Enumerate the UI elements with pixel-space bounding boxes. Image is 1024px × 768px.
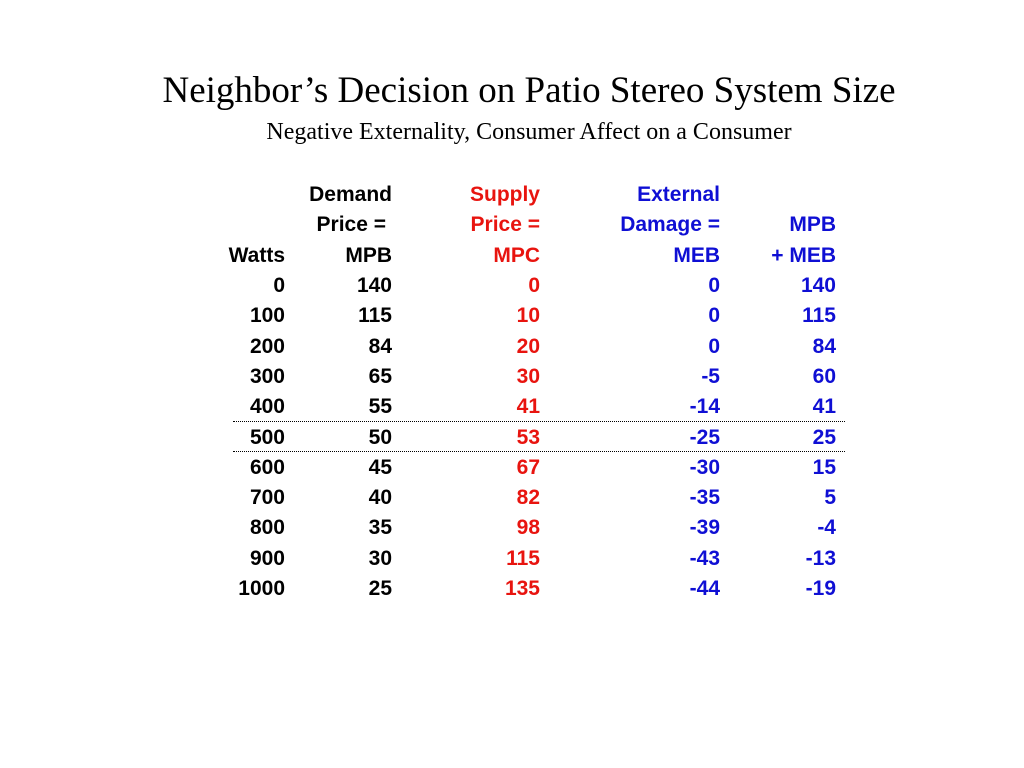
header-mpc: MPC — [493, 244, 540, 267]
cell-mpc: 20 — [516, 335, 540, 358]
slide-title: Neighbor’s Decision on Patio Stereo Syst… — [162, 70, 896, 111]
equilibrium-divider-top — [233, 421, 845, 422]
cell-mpb-plus-meb: 84 — [812, 335, 836, 358]
header-supply: Supply — [469, 183, 540, 206]
cell-mpb-plus-meb: 25 — [812, 426, 836, 449]
cell-mpb-plus-meb: 41 — [812, 395, 836, 418]
cell-mpb: 50 — [368, 426, 392, 449]
cell-mpc: 135 — [504, 577, 540, 600]
cell-meb: -35 — [689, 486, 720, 509]
slide-subtitle: Negative Externality, Consumer Affect on… — [266, 119, 792, 145]
cell-mpc: 30 — [516, 365, 540, 388]
cell-meb: -39 — [689, 516, 720, 539]
cell-meb: -44 — [689, 577, 720, 600]
cell-mpc: 82 — [516, 486, 540, 509]
cell-mpb: 30 — [368, 547, 392, 570]
cell-mpb: 35 — [368, 516, 392, 539]
cell-meb: -43 — [689, 547, 720, 570]
cell-mpb-plus-meb: -19 — [805, 577, 836, 600]
cell-meb: 0 — [708, 274, 720, 297]
cell-meb: -30 — [689, 456, 720, 479]
header-watts-line2 — [180, 210, 285, 240]
cell-watts: 900 — [249, 547, 285, 570]
cell-watts: 0 — [273, 274, 285, 297]
cell-watts: 100 — [249, 304, 285, 327]
cell-mpc: 41 — [516, 395, 540, 418]
header-social-line1 — [730, 180, 836, 210]
header-social-mpb: MPB — [789, 213, 836, 236]
cell-mpb-plus-meb: -13 — [805, 547, 836, 570]
cell-mpb: 65 — [368, 365, 392, 388]
header-demand-price: Price = — [316, 213, 386, 236]
cell-mpb-plus-meb: 5 — [824, 486, 836, 509]
cell-meb: -25 — [689, 426, 720, 449]
cell-watts: 1000 — [238, 577, 285, 600]
cell-watts: 700 — [249, 486, 285, 509]
header-watts-line1 — [180, 180, 285, 210]
cell-watts: 400 — [249, 395, 285, 418]
cell-meb: -5 — [701, 365, 720, 388]
header-supply-price: Price = — [470, 213, 540, 236]
cell-meb: 0 — [708, 304, 720, 327]
cell-mpb-plus-meb: 15 — [812, 456, 836, 479]
cell-mpb-plus-meb: 140 — [800, 274, 836, 297]
cell-mpb-plus-meb: 60 — [812, 365, 836, 388]
cell-mpb-plus-meb: -4 — [817, 516, 836, 539]
cell-watts: 500 — [249, 426, 285, 449]
cell-mpb: 115 — [358, 304, 392, 327]
cell-mpb: 40 — [368, 486, 392, 509]
header-mpb: MPB — [345, 244, 392, 267]
header-external-damage: Damage = — [620, 213, 720, 236]
header-social-meb: + MEB — [771, 244, 836, 267]
cell-meb: 0 — [708, 335, 720, 358]
cell-mpb: 55 — [368, 395, 392, 418]
cell-mpc: 10 — [516, 304, 540, 327]
header-external: External — [637, 183, 720, 206]
header-watts: Watts — [228, 244, 285, 267]
cell-watts: 200 — [249, 335, 285, 358]
header-meb: MEB — [673, 244, 720, 267]
cell-watts: 300 — [249, 365, 285, 388]
header-demand: Demand — [309, 183, 392, 206]
cell-mpc: 115 — [506, 547, 540, 570]
cell-mpb: 140 — [356, 274, 392, 297]
cell-mpb: 45 — [368, 456, 392, 479]
cell-mpc: 67 — [516, 456, 540, 479]
equilibrium-divider-bottom — [233, 451, 845, 452]
cell-mpc: 53 — [516, 426, 540, 449]
cell-mpc: 98 — [516, 516, 540, 539]
cell-mpb: 84 — [368, 335, 392, 358]
cell-meb: -14 — [689, 395, 720, 418]
cell-mpb: 25 — [368, 577, 392, 600]
cell-mpc: 0 — [528, 274, 540, 297]
cell-watts: 600 — [249, 456, 285, 479]
cell-mpb-plus-meb: 115 — [802, 304, 836, 327]
cell-watts: 800 — [249, 516, 285, 539]
